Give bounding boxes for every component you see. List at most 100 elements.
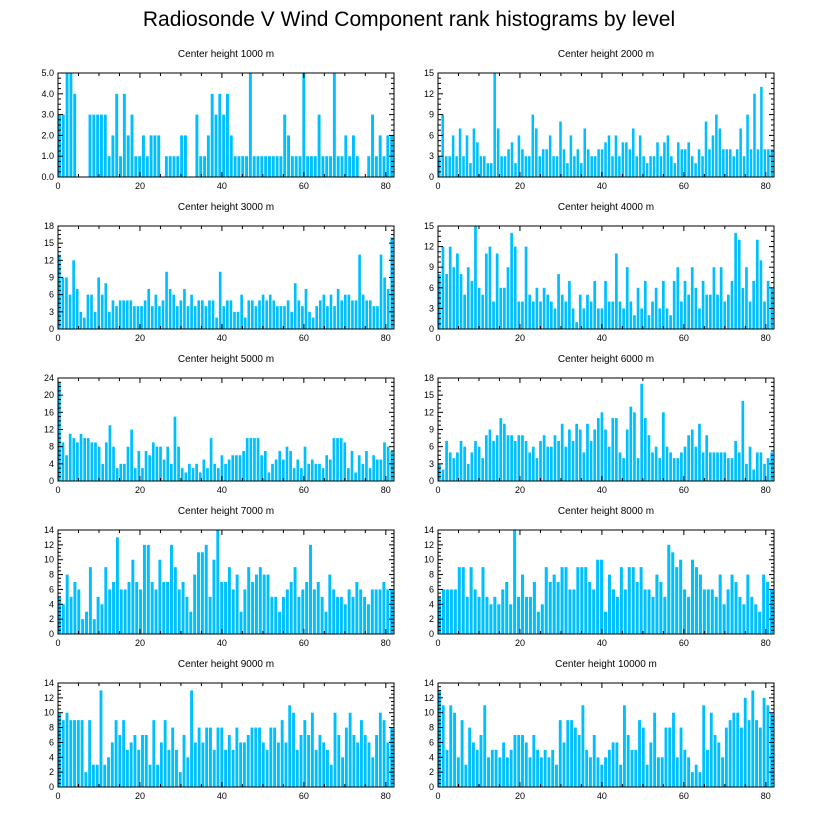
histogram-bar: [382, 720, 386, 787]
histogram-bar: [672, 458, 676, 481]
histogram-bar: [212, 749, 216, 787]
histogram-bar: [564, 301, 568, 329]
histogram-bar: [308, 311, 311, 329]
histogram-bar: [708, 149, 711, 177]
histogram-bar: [164, 156, 168, 177]
histogram-bar: [390, 450, 394, 481]
histogram-bar: [336, 288, 340, 329]
histogram-bar: [201, 742, 205, 787]
histogram-bar: [694, 163, 697, 177]
histogram-bar: [683, 589, 687, 634]
histogram-bar: [664, 727, 668, 787]
histogram-bar: [149, 135, 153, 177]
histogram-bar: [65, 574, 69, 634]
histogram-bar: [75, 288, 79, 329]
y-tick-label: 14: [44, 525, 54, 535]
histogram-bar: [298, 156, 302, 177]
histogram-bar: [746, 114, 749, 177]
histogram-bar: [165, 271, 168, 329]
histogram-bar: [73, 93, 77, 177]
histogram-bar: [340, 156, 344, 177]
panel-title: Center height 2000 m: [558, 49, 654, 60]
histogram-bar: [596, 559, 600, 634]
histogram-bar: [551, 749, 555, 787]
x-tick-label: 60: [299, 333, 309, 343]
y-tick-label: 12: [44, 255, 54, 265]
histogram-bar: [687, 596, 691, 634]
histogram-bar: [248, 73, 252, 177]
histogram-bar: [110, 742, 114, 787]
histogram-bar: [154, 589, 158, 634]
histogram-bar: [548, 582, 552, 634]
histogram-bar: [162, 459, 166, 481]
histogram-bar: [172, 294, 176, 329]
histogram-bar: [571, 308, 575, 329]
histogram-bar: [100, 114, 103, 177]
histogram-bar: [363, 596, 367, 634]
histogram-bar: [607, 301, 611, 329]
histogram-panel: 0 20 40 60 80 0 2 4 6 8 10 12 14 Center height 8000 m: [424, 506, 775, 648]
histogram-bar: [714, 596, 718, 634]
histogram-bar: [193, 574, 197, 634]
y-tick-label: 4: [49, 459, 54, 469]
histogram-bar: [343, 604, 347, 634]
x-tick-label: 60: [299, 791, 309, 801]
histogram-bar: [100, 294, 104, 329]
histogram-bar: [284, 742, 288, 787]
histogram-bar: [600, 764, 604, 787]
y-tick-label: 8: [49, 442, 54, 452]
histogram-bar: [286, 300, 290, 329]
histogram-bar: [127, 582, 131, 634]
y-tick-label: 18: [424, 373, 434, 383]
histogram-bar: [552, 574, 556, 634]
y-tick-label: 3: [429, 151, 434, 161]
histogram-bar: [90, 442, 94, 482]
histogram-bar: [531, 446, 535, 481]
histogram-bar: [553, 435, 557, 481]
histogram-bar: [582, 308, 586, 329]
y-tick-label: 0: [429, 476, 434, 486]
x-tick-label: 40: [597, 791, 607, 801]
y-tick-label: 14: [44, 678, 54, 688]
x-tick-label: 80: [761, 638, 771, 648]
y-tick-label: 8: [49, 723, 54, 733]
histogram-bar: [236, 311, 240, 329]
histogram-bar: [445, 274, 448, 329]
histogram-bar: [629, 301, 633, 329]
histogram-bar: [382, 156, 386, 177]
histogram-bar: [123, 589, 127, 634]
histogram-bar: [137, 749, 141, 787]
histogram-bar: [271, 156, 275, 177]
panel-title: Center height 1000 m: [178, 49, 274, 60]
histogram-bar: [638, 720, 641, 787]
histogram-bar: [675, 757, 679, 787]
histogram-bar: [320, 596, 324, 634]
histogram-bar: [368, 300, 372, 329]
histogram-bar: [564, 446, 568, 481]
histogram-bar: [383, 277, 386, 329]
histogram-bar: [694, 446, 698, 481]
histogram-bar: [745, 267, 748, 329]
histogram-bar: [683, 149, 687, 177]
histogram-bar: [322, 742, 326, 787]
histogram-bar: [365, 450, 368, 481]
y-tick-label: 4: [49, 599, 54, 609]
histogram-bar: [607, 446, 611, 481]
x-tick-label: 0: [55, 485, 60, 495]
histogram-bar: [662, 412, 665, 481]
histogram-bar: [76, 442, 79, 482]
histogram-bar: [72, 260, 75, 329]
histogram-bar: [231, 749, 235, 787]
histogram-bar: [740, 727, 743, 787]
histogram-bar: [466, 463, 470, 481]
histogram-bar: [336, 438, 339, 481]
histogram-bar: [367, 156, 371, 177]
histogram-bar: [488, 429, 492, 481]
histogram-bar: [84, 772, 88, 787]
histogram-bar: [534, 128, 538, 177]
histogram-bar: [272, 300, 276, 329]
histogram-bar: [363, 735, 367, 787]
histogram-bar: [295, 749, 299, 787]
histogram-bar: [619, 764, 623, 787]
histogram-bar: [283, 114, 287, 177]
